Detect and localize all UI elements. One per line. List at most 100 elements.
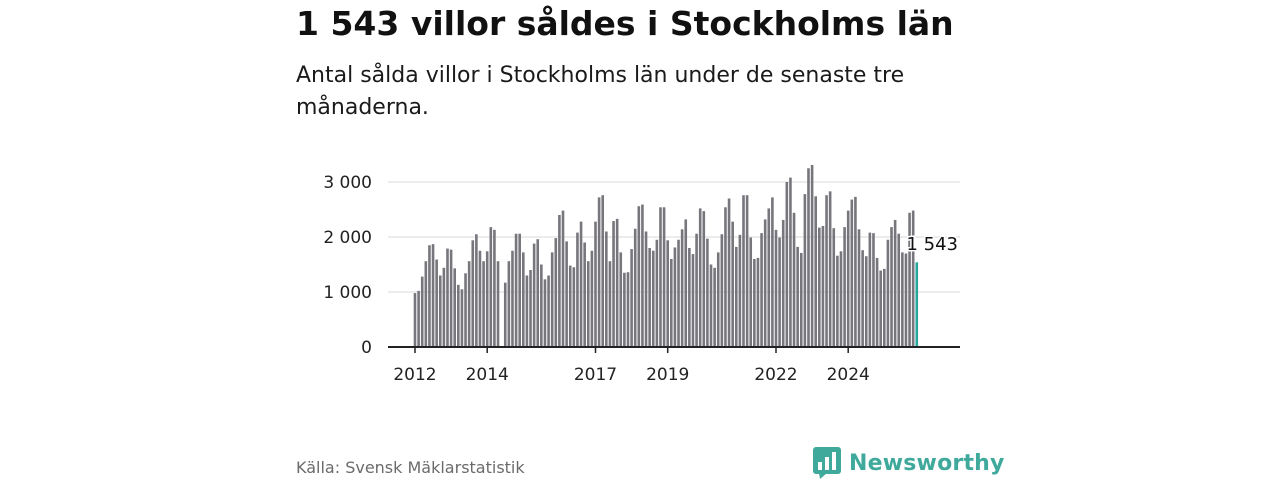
bar [554,238,558,347]
bar [514,233,518,347]
bar [597,197,601,347]
chart-title: 1 543 villor såldes i Stockholms län [296,4,954,43]
bar [702,211,706,347]
bar [901,252,904,347]
bar [464,273,467,347]
bar [583,242,586,347]
bar [633,228,637,347]
bar [886,239,890,347]
bar [832,228,836,347]
bar [868,232,872,347]
bar [875,257,879,347]
y-tick-label: 2 000 [323,228,372,248]
bar [586,261,590,347]
y-tick-label: 0 [361,338,372,358]
bar [612,221,615,347]
bar [843,227,846,347]
bar [460,289,464,347]
bar [594,221,597,347]
bar [716,252,720,347]
bar [662,207,666,347]
bar [861,250,864,347]
bar [576,232,579,347]
bar [536,239,540,347]
bar [803,194,807,347]
bar [836,255,839,347]
bar [651,250,655,347]
bar [420,276,424,347]
x-tick-label: 2017 [574,365,617,385]
bar [630,249,633,347]
bar [655,239,659,347]
bar [904,253,908,347]
bar [677,239,680,347]
bar [590,250,594,347]
bar [446,248,449,347]
bar [684,219,688,347]
bar [623,272,626,347]
bar [760,233,763,347]
bar [644,231,648,347]
x-tick-label: 2019 [646,365,689,385]
bar [417,290,420,347]
bar [601,195,605,347]
bar [670,259,673,347]
bar [428,245,431,347]
bar [475,234,478,347]
bar [781,219,785,347]
bar [828,191,832,347]
bar [854,196,857,347]
bar [626,272,630,347]
bar [799,252,803,347]
bar [688,248,691,347]
bar [753,259,756,347]
bar [724,207,727,347]
bar [471,240,475,347]
bar [438,275,442,347]
bar [774,229,778,347]
bar [680,229,684,347]
x-axis-labels: 2012 2014 2017 2019 2022 2024 [393,347,870,385]
chart-subtitle: Antal sålda villor i Stockholms län unde… [296,63,905,120]
brand-name: Newsworthy [849,450,1005,476]
bar [558,215,561,347]
newsworthy-logo-icon [813,447,841,479]
bar [879,270,882,347]
bar [890,227,893,347]
bar [413,293,417,347]
bar [547,275,550,347]
bar [778,237,781,347]
bar [540,264,543,347]
source-note: Källa: Svensk Mäklarstatistik [296,458,525,477]
bar [525,275,529,347]
bar [453,268,457,347]
bar [864,256,868,347]
bar [742,195,745,347]
bar [731,221,734,347]
bar [893,219,897,347]
bar [518,233,521,347]
bar [507,261,511,347]
bar [713,267,716,347]
bar [738,234,742,347]
bar [897,233,901,347]
bar [493,229,496,347]
bar [431,244,435,347]
bar [637,206,641,347]
bar [911,210,915,347]
bar [814,196,818,347]
bar [467,261,471,347]
brand-logo: Newsworthy [813,446,1005,480]
bar [496,261,500,347]
y-tick-label: 1 000 [323,283,372,303]
bar [695,233,698,347]
bar [615,218,619,347]
bar [648,248,651,347]
bar [619,252,623,347]
bar [807,168,810,347]
bars [413,164,919,347]
bar [543,279,547,347]
bar [745,195,749,347]
bar [749,237,753,347]
bar [442,267,446,347]
